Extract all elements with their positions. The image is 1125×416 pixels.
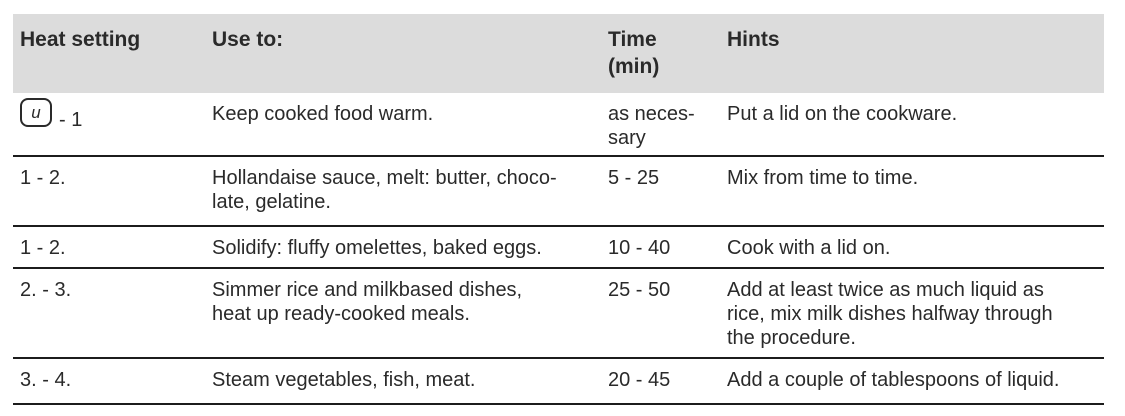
- cell-time: as neces- sary: [608, 103, 695, 149]
- cell-use-to: Solidify: fluffy omelettes, baked eggs.: [212, 237, 542, 259]
- column-header-heat-setting: Heat setting: [20, 28, 141, 51]
- cell-time: 5 - 25: [608, 167, 660, 189]
- cell-hints: Add at least twice as much liquid as ric…: [727, 279, 1053, 349]
- cell-use-to: Keep cooked food warm.: [212, 103, 434, 125]
- cell-hints: Add a couple of tablespoons of liquid.: [727, 369, 1060, 391]
- column-header-hints: Hints: [727, 28, 780, 51]
- table-row: 3. - 4. Steam vegetables, fish, meat. 20…: [13, 359, 1104, 405]
- cell-time: 20 - 45: [608, 369, 671, 391]
- table-header-row: Heat setting Use to: Time (min) Hints: [13, 14, 1104, 93]
- cell-heat-setting: 2. - 3.: [20, 279, 72, 301]
- keep-warm-icon: u: [20, 98, 52, 127]
- cell-use-to: Simmer rice and milkbased dishes, heat u…: [212, 279, 523, 325]
- cell-heat-setting: 1 - 2.: [20, 167, 66, 189]
- cell-time: 10 - 40: [608, 237, 671, 259]
- cell-time: 25 - 50: [608, 279, 671, 301]
- cell-heat-setting: u - 1: [13, 93, 212, 155]
- table-row: u - 1 Keep cooked food warm. as neces- s…: [13, 93, 1104, 157]
- cell-hints: Mix from time to time.: [727, 167, 919, 189]
- table-row: 1 - 2. Solidify: fluffy omelettes, baked…: [13, 227, 1104, 269]
- table-row: 2. - 3. Simmer rice and milkbased dishes…: [13, 269, 1104, 359]
- cell-use-to: Hollandaise sauce, melt: butter, choco- …: [212, 167, 557, 213]
- cell-use-to: Steam vegetables, fish, meat.: [212, 369, 476, 391]
- keep-warm-symbol: u: [31, 103, 41, 122]
- cell-heat-setting: 1 - 2.: [20, 237, 66, 259]
- cell-hints: Cook with a lid on.: [727, 237, 891, 259]
- cell-hints: Put a lid on the cookware.: [727, 103, 958, 125]
- column-header-use-to: Use to:: [212, 28, 284, 51]
- heat-settings-table: Heat setting Use to: Time (min) Hints u …: [13, 14, 1104, 405]
- heat-setting-value: - 1: [59, 109, 83, 131]
- column-header-time: Time (min): [608, 28, 660, 78]
- table-row: 1 - 2. Hollandaise sauce, melt: butter, …: [13, 157, 1104, 227]
- cell-heat-setting: 3. - 4.: [20, 369, 72, 391]
